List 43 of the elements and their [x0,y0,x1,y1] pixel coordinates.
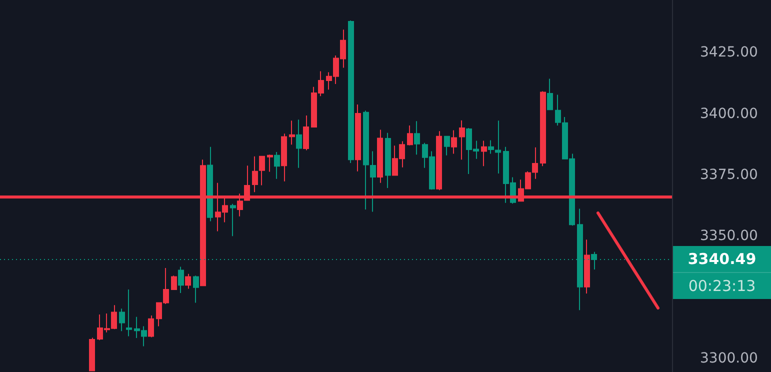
candlestick [407,125,413,146]
candlestick [207,146,213,222]
candlestick [414,120,420,156]
y-tick-label: 3350.00 [700,228,758,244]
candlestick [444,136,450,156]
candlestick [348,20,354,164]
y-tick-label: 3300.00 [700,350,758,367]
ref-line-label: 3340.49 [686,249,758,270]
candlestick [89,337,95,372]
candlestick [296,119,302,168]
candlestick [259,156,265,186]
candlestick [481,140,487,167]
candlestick [495,120,501,174]
candlestick [385,132,391,188]
y-tick-label: 3425.00 [700,44,758,61]
candlestick [267,154,273,172]
candlestick [289,120,295,146]
candlestick [274,151,280,180]
candlestick [436,130,442,191]
y-tick-label: 3400.00 [700,106,758,122]
candlestick [303,115,309,151]
candlestick [126,289,132,337]
candlestick [185,273,191,290]
candlestick [148,314,154,338]
candlestick [488,140,494,154]
candlestick [252,156,258,193]
candlestick [119,308,125,332]
candlestick [230,203,236,237]
candlestick [355,104,361,172]
candlestick [547,78,553,110]
candlestick [540,90,546,167]
candlestick [281,133,287,182]
candlestick [178,266,184,294]
candlestick [171,275,177,290]
text: 00:23:13 [673,272,771,300]
candlestick [584,239,590,294]
candlestick [377,129,383,184]
candlestick [363,110,369,210]
candlestick [451,130,457,154]
y-tick-label: 3375.00 [700,166,758,183]
candlestick [193,275,199,304]
candlestick [459,120,465,160]
candlestick [370,150,376,212]
